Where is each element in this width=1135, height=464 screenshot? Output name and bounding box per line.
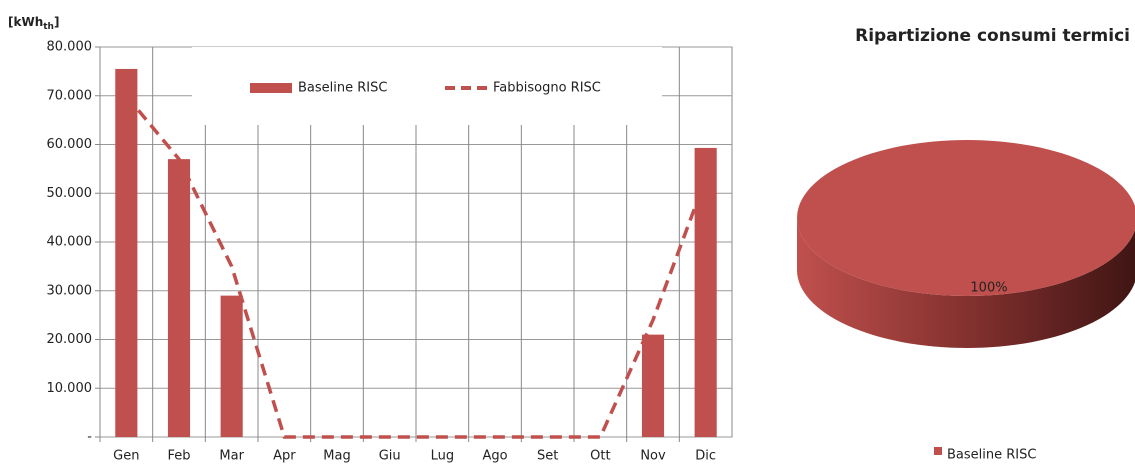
pie-side [797,218,1135,348]
bar [641,334,665,437]
y-axis-label-end: ] [54,15,59,29]
x-tick-label: Gen [113,449,139,464]
x-tick-label: Mag [323,449,350,464]
y-tick-label: 50.000 [47,186,93,201]
y-axis-label: [kWhth] [8,15,59,32]
bar [167,159,191,437]
y-axis-label-sub: th [43,22,54,32]
legend-label: Baseline RISC [298,81,387,96]
x-tick-label: Dic [695,449,716,464]
legend-swatch [250,83,292,93]
x-tick-label: Giu [379,449,401,464]
bar [115,68,138,437]
y-tick-label: 10.000 [47,381,93,396]
y-tick-label: 20.000 [47,332,93,347]
legend-label: Fabbisogno RISC [493,81,601,96]
y-tick-label: 70.000 [47,88,93,103]
y-axis-label-main: [kWh [8,15,43,29]
y-tick-label: 80.000 [47,40,93,55]
pie-label: 100% [970,281,1007,296]
y-tick-label: 40.000 [47,235,93,250]
x-tick-label: Nov [640,449,666,464]
bar [220,295,243,437]
bar [694,147,717,437]
pie-title: Ripartizione consumi termici [855,26,1130,46]
legend-swatch [934,447,942,455]
y-tick-label: 60.000 [47,137,93,152]
x-tick-label: Ago [482,449,507,464]
y-tick-label: - [87,430,92,445]
x-tick-label: Apr [273,449,296,464]
x-tick-label: Feb [167,449,190,464]
legend-label: Baseline RISC [947,448,1036,463]
y-tick-label: 30.000 [47,283,93,298]
line-series [124,94,708,439]
pie-slice [797,140,1135,296]
x-tick-label: Mar [219,449,244,464]
x-tick-label: Lug [431,449,455,464]
x-tick-label: Set [537,449,558,464]
x-tick-label: Ott [590,449,610,464]
